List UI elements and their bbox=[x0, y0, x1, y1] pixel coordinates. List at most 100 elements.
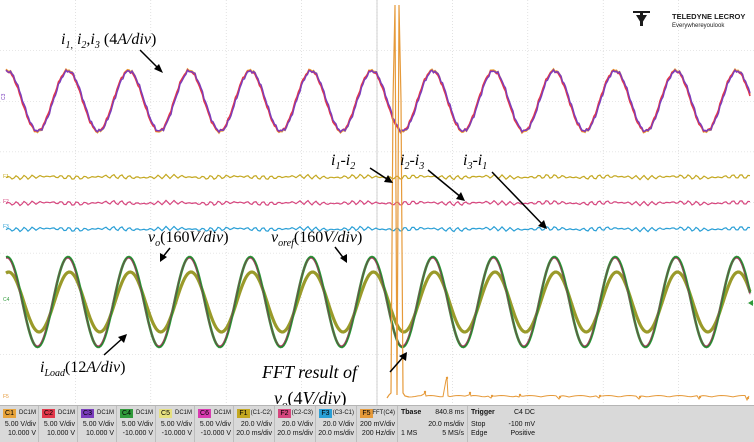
trace-label-f2: F2 bbox=[3, 199, 9, 205]
timebase-label: Tbase bbox=[401, 409, 422, 416]
annotation-diff23: i2-i3 bbox=[400, 152, 424, 172]
channel-scale: 5.00 V/div bbox=[43, 421, 75, 428]
channel-offset: 200 Hz/div bbox=[361, 430, 395, 437]
channel-descriptor-c3[interactable]: C3 DC1M 5.00 V/div 10.000 V bbox=[78, 406, 117, 442]
timebase-value: 840.8 ms bbox=[435, 409, 464, 416]
annotation-voref: voref(160V/div) bbox=[271, 229, 362, 249]
annotation-iload: iLoad(12A/div) bbox=[40, 359, 125, 379]
channel-descriptor-c6[interactable]: C6 DC1M 5.00 V/div -10.000 V bbox=[195, 406, 234, 442]
channel-tag: C4 bbox=[120, 409, 133, 418]
channel-tag: F5 bbox=[360, 409, 373, 418]
fft-bin bbox=[598, 394, 602, 398]
annotation-fft-line1: FFT result of bbox=[261, 362, 360, 382]
channel-coupling: DC1M bbox=[57, 410, 75, 416]
channel-tag: C1 bbox=[3, 409, 16, 418]
fft-bin bbox=[445, 376, 449, 380]
fft-bin bbox=[638, 395, 642, 399]
channel-coupling: FFT(C4) bbox=[372, 410, 395, 416]
fft-bin bbox=[490, 394, 494, 398]
timebase-descriptor[interactable]: Tbase 840.8 ms 20.0 ms/div 1 MS 5 MS/s bbox=[398, 406, 468, 442]
trigger-label: Trigger bbox=[471, 409, 495, 416]
channel-coupling: DC1M bbox=[213, 410, 231, 416]
channel-scale: 5.00 V/div bbox=[160, 421, 192, 428]
channel-offset: -10.000 V bbox=[161, 430, 192, 437]
channel-tag: C6 bbox=[198, 409, 211, 418]
trace-markers: C3 F1 F2 F3 C4 F5 bbox=[1, 93, 10, 400]
channel-coupling: DC1M bbox=[174, 410, 192, 416]
trace-i1-i2 bbox=[5, 173, 751, 181]
channel-scale: 20.0 V/div bbox=[240, 421, 272, 428]
trigger-descriptor[interactable]: Trigger C4 DC Stop -100 mV Edge Positive bbox=[468, 406, 538, 442]
trace-fft-peak bbox=[386, 4, 410, 399]
fft-bin bbox=[423, 390, 427, 394]
trace-label-f3: F3 bbox=[3, 224, 9, 230]
channel-scale: 20.0 V/div bbox=[322, 421, 354, 428]
channel-tag: C3 bbox=[81, 409, 94, 418]
trace-label-c4: C4 bbox=[3, 297, 10, 303]
traces bbox=[5, 4, 752, 402]
trigger-level: -100 mV bbox=[508, 421, 535, 428]
trigger-slope: Positive bbox=[510, 430, 535, 437]
channel-descriptor-c2[interactable]: C2 DC1M 5.00 V/div 10.000 V bbox=[39, 406, 78, 442]
channel-descriptor-c5[interactable]: C5 DC1M 5.00 V/div -10.000 V bbox=[156, 406, 195, 442]
channel-scale: 5.00 V/div bbox=[4, 421, 36, 428]
channel-tag: F2 bbox=[278, 409, 291, 418]
channel-descriptor-f3[interactable]: F3 (C3-C1) 20.0 V/div 20.0 ms/div bbox=[316, 406, 357, 442]
channel-coupling: (C3-C1) bbox=[332, 410, 354, 416]
trace-label-f5: F5 bbox=[3, 394, 9, 400]
annotation-currents: i1, i2,i3 (4A/div) bbox=[61, 31, 156, 51]
channel-offset: 10.000 V bbox=[85, 430, 114, 437]
channel-offset: 10.000 V bbox=[46, 430, 75, 437]
channel-descriptor-f1[interactable]: F1 (C1-C2) 20.0 V/div 20.0 ms/div bbox=[234, 406, 275, 442]
brand-name: TELEDYNE LECROY bbox=[672, 12, 745, 21]
trigger-level-marker[interactable] bbox=[748, 300, 753, 306]
channel-coupling: DC1M bbox=[96, 410, 114, 416]
timebase-samples: 1 MS bbox=[401, 430, 418, 437]
channel-offset: 20.0 ms/div bbox=[236, 430, 272, 437]
annotation-vo: vo(160V/div) bbox=[148, 229, 229, 249]
channel-offset: 10.000 V bbox=[7, 430, 36, 437]
channel-tag: F1 bbox=[237, 409, 250, 418]
trace-i3 bbox=[5, 68, 751, 134]
channel-coupling: DC1M bbox=[18, 410, 36, 416]
fft-bin bbox=[468, 391, 472, 395]
trace-label-c3: C3 bbox=[1, 93, 7, 100]
channel-descriptor-c4[interactable]: C4 DC1M 5.00 V/div -10.000 V bbox=[117, 406, 156, 442]
channel-scale: 5.00 V/div bbox=[199, 421, 231, 428]
trace-vo-edge bbox=[5, 256, 751, 348]
channel-tag: F3 bbox=[319, 409, 332, 418]
fft-bin bbox=[698, 395, 702, 399]
annotation-diff31: i3-i1 bbox=[463, 152, 487, 172]
brand-tagline: Everywhereyoulook bbox=[672, 23, 725, 29]
channel-coupling: (C1-C2) bbox=[250, 410, 272, 416]
annotation-diff12: i1-i2 bbox=[331, 152, 355, 172]
channel-descriptor-f5[interactable]: F5 FFT(C4) 200 mV/div 200 Hz/div bbox=[357, 406, 398, 442]
channel-offset: -10.000 V bbox=[122, 430, 153, 437]
channel-tag: C2 bbox=[42, 409, 55, 418]
trigger-mode: Stop bbox=[471, 421, 486, 428]
timebase-div: 20.0 ms/div bbox=[428, 421, 464, 428]
channel-coupling: (C2-C3) bbox=[291, 410, 313, 416]
trace-fft-spectrum bbox=[408, 376, 750, 402]
trigger-source: C4 DC bbox=[513, 409, 535, 416]
channel-status-bar: C1 DC1M 5.00 V/div 10.000 V C2 DC1M 5.00 V/div… bbox=[0, 405, 754, 442]
channel-scale: 200 mV/div bbox=[359, 421, 395, 428]
teledyne-lecroy-logo: TELEDYNE LECROY Everywhereyoulook bbox=[633, 11, 745, 29]
channel-offset: 20.0 ms/div bbox=[318, 430, 354, 437]
trace-i2-i3 bbox=[5, 199, 751, 207]
channel-scale: 5.00 V/div bbox=[121, 421, 153, 428]
channel-descriptor-f2[interactable]: F2 (C2-C3) 20.0 V/div 20.0 ms/div bbox=[275, 406, 316, 442]
fft-bin bbox=[746, 396, 750, 400]
timebase-rate: 5 MS/s bbox=[442, 430, 464, 437]
channel-tag: C5 bbox=[159, 409, 172, 418]
channel-descriptor-c1[interactable]: C1 DC1M 5.00 V/div 10.000 V bbox=[0, 406, 39, 442]
fft-bin bbox=[558, 395, 562, 399]
channel-scale: 5.00 V/div bbox=[82, 421, 114, 428]
channel-coupling: DC1M bbox=[135, 410, 153, 416]
fft-bin bbox=[518, 393, 522, 397]
trace-label-f1: F1 bbox=[3, 174, 9, 180]
trace-i3-i1 bbox=[5, 225, 751, 233]
channel-offset: 20.0 ms/div bbox=[277, 430, 313, 437]
trigger-type: Edge bbox=[471, 430, 488, 437]
